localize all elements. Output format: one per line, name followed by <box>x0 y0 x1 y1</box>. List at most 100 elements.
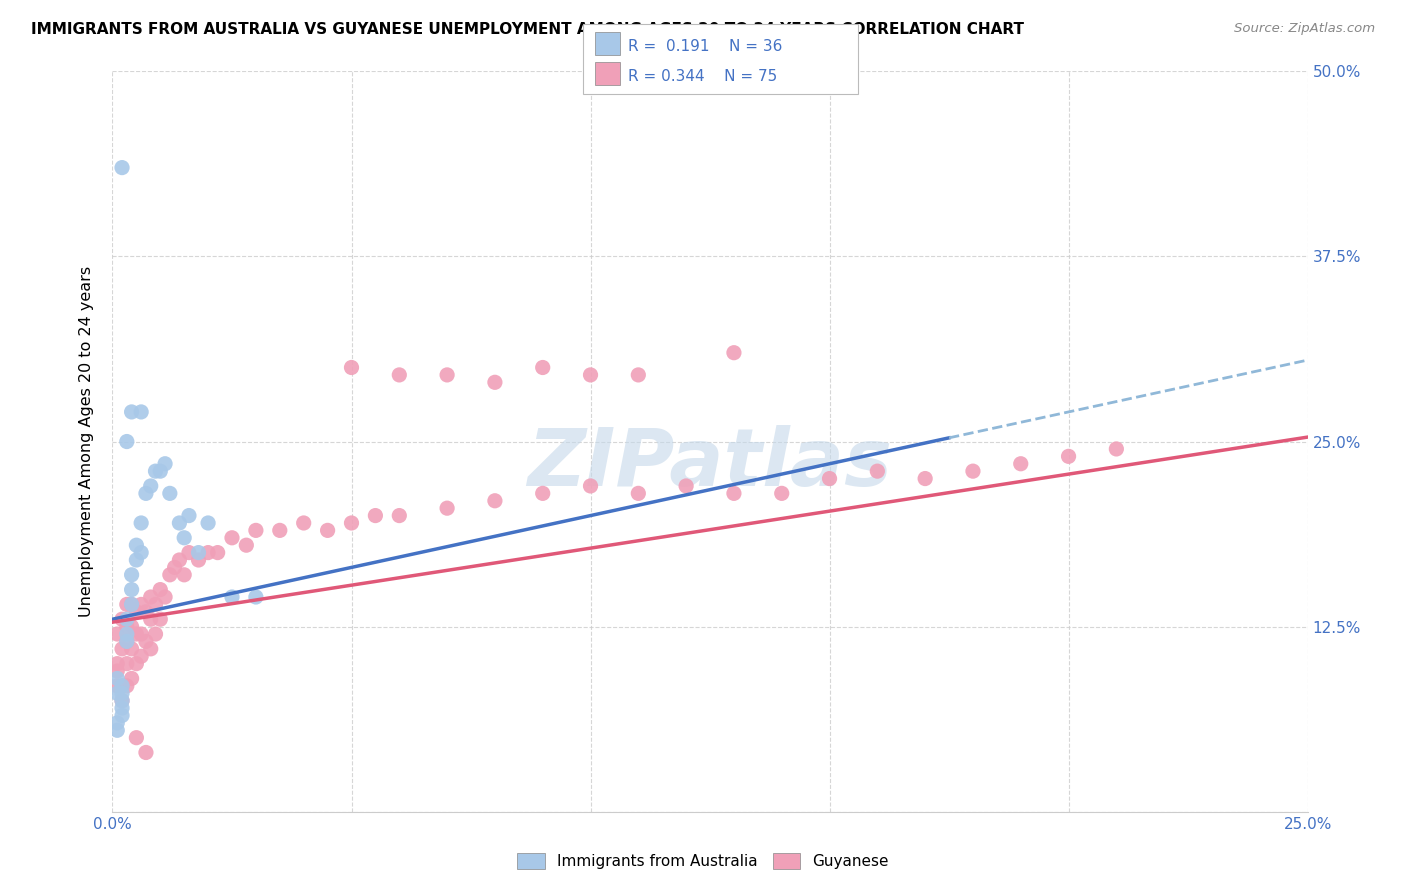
Point <box>866 464 889 478</box>
Point <box>145 627 167 641</box>
Point <box>111 694 134 708</box>
Point <box>169 516 191 530</box>
Point <box>105 672 128 686</box>
Point <box>245 590 267 604</box>
Point <box>111 641 134 656</box>
Point <box>153 590 176 604</box>
Point <box>125 627 148 641</box>
Point <box>484 376 506 390</box>
Point <box>115 598 138 612</box>
Point <box>627 486 650 500</box>
Point <box>135 746 157 760</box>
Point <box>149 612 172 626</box>
Point <box>129 649 152 664</box>
Point <box>111 694 134 708</box>
Point <box>177 546 200 560</box>
Point <box>105 686 128 700</box>
Point <box>484 493 506 508</box>
Point <box>115 434 138 449</box>
Point <box>770 486 793 500</box>
Point <box>129 405 152 419</box>
Point <box>1010 457 1032 471</box>
Point <box>579 368 602 382</box>
Point <box>111 679 134 693</box>
Point <box>177 508 200 523</box>
Point <box>105 627 128 641</box>
Point <box>145 598 167 612</box>
Point <box>340 360 363 375</box>
Point <box>235 538 257 552</box>
Point <box>115 619 138 633</box>
Point <box>149 464 172 478</box>
Point <box>121 619 143 633</box>
Point <box>121 405 143 419</box>
Point <box>818 471 841 485</box>
Point <box>340 516 363 530</box>
Point <box>316 524 339 538</box>
Point <box>125 538 148 552</box>
Point <box>627 368 650 382</box>
Point <box>125 553 148 567</box>
Point <box>139 641 162 656</box>
Legend: Immigrants from Australia, Guyanese: Immigrants from Australia, Guyanese <box>510 847 896 875</box>
Point <box>125 657 148 671</box>
Point <box>121 567 143 582</box>
Point <box>105 715 128 730</box>
Point <box>149 582 172 597</box>
Point <box>388 368 411 382</box>
Point <box>169 553 191 567</box>
Point <box>115 634 138 648</box>
Point <box>115 612 138 626</box>
Text: IMMIGRANTS FROM AUSTRALIA VS GUYANESE UNEMPLOYMENT AMONG AGES 20 TO 24 YEARS COR: IMMIGRANTS FROM AUSTRALIA VS GUYANESE UN… <box>31 22 1024 37</box>
Point <box>197 546 219 560</box>
Point <box>125 605 148 619</box>
Point <box>105 679 128 693</box>
Point <box>121 641 143 656</box>
Point <box>111 686 134 700</box>
Point <box>163 560 186 574</box>
Point <box>135 605 157 619</box>
Y-axis label: Unemployment Among Ages 20 to 24 years: Unemployment Among Ages 20 to 24 years <box>79 266 94 617</box>
Point <box>115 634 138 648</box>
Point <box>111 708 134 723</box>
Point <box>914 471 936 485</box>
Point <box>111 161 134 175</box>
Point <box>173 567 195 582</box>
Point <box>292 516 315 530</box>
Point <box>139 590 162 604</box>
Point <box>121 582 143 597</box>
Point <box>105 657 128 671</box>
Point <box>129 598 152 612</box>
Point <box>115 679 138 693</box>
Point <box>129 546 152 560</box>
Point <box>723 345 745 359</box>
Point <box>436 368 458 382</box>
Point <box>173 531 195 545</box>
Point <box>245 524 267 538</box>
Point <box>145 464 167 478</box>
Point <box>221 590 243 604</box>
Point <box>159 567 181 582</box>
Point <box>115 627 138 641</box>
Point <box>187 553 209 567</box>
Point <box>105 664 128 678</box>
Point <box>675 479 697 493</box>
Point <box>962 464 984 478</box>
Point <box>139 479 162 493</box>
Point <box>129 516 152 530</box>
Point <box>121 598 143 612</box>
Point <box>111 612 134 626</box>
Text: ZIPatlas: ZIPatlas <box>527 425 893 503</box>
Point <box>531 486 554 500</box>
Point <box>388 508 411 523</box>
Point <box>159 486 181 500</box>
Point <box>115 657 138 671</box>
Point <box>139 612 162 626</box>
Point <box>129 627 152 641</box>
Point <box>531 360 554 375</box>
Point <box>723 486 745 500</box>
Point <box>207 546 229 560</box>
Point <box>197 516 219 530</box>
Point <box>125 731 148 745</box>
Point <box>436 501 458 516</box>
